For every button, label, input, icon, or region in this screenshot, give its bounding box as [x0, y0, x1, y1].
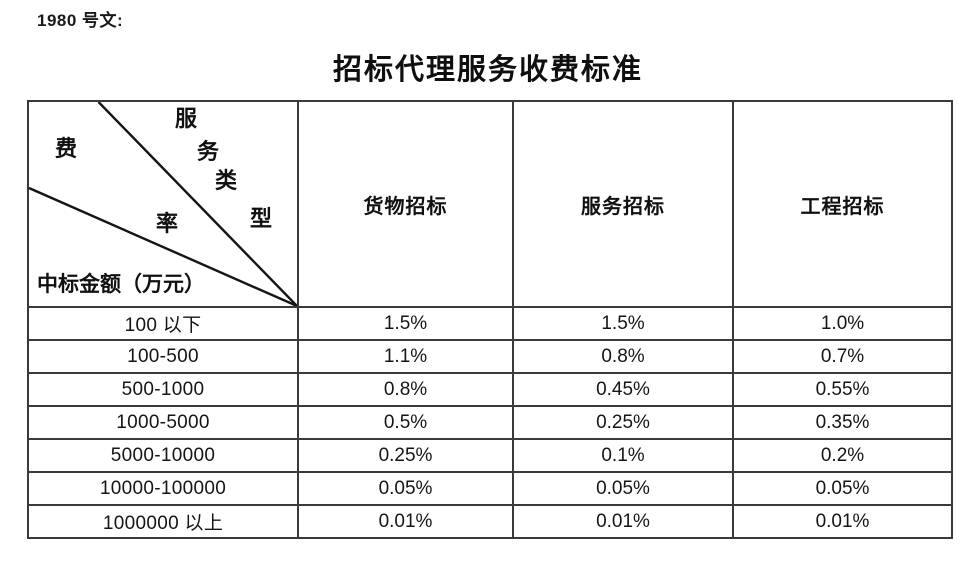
fee-value: 1.5%: [512, 306, 734, 341]
row-label: 500-1000: [27, 372, 299, 407]
fee-value: 0.7%: [732, 339, 953, 374]
fee-value: 0.2%: [732, 438, 953, 473]
fee-value: 0.05%: [512, 471, 734, 506]
row-label: 1000000 以上: [27, 504, 299, 539]
corner-char-type-3: 类: [215, 168, 238, 193]
fee-value: 0.35%: [732, 405, 953, 440]
row-label: 100 以下: [27, 306, 299, 341]
corner-cell: 服 务 类 型 费 率 中标金额（万元）: [27, 100, 299, 308]
row-label: 100-500: [27, 339, 299, 374]
column-header-services: 服务招标: [512, 100, 734, 308]
fee-value: 0.01%: [297, 504, 514, 539]
fee-value: 0.5%: [297, 405, 514, 440]
column-header-engineering: 工程招标: [732, 100, 953, 308]
row-label: 10000-100000: [27, 471, 299, 506]
fee-value: 0.8%: [512, 339, 734, 374]
row-label: 5000-10000: [27, 438, 299, 473]
corner-char-rate-2: 率: [156, 211, 179, 236]
fee-table-container: 服 务 类 型 费 率 中标金额（万元） 货物招标 服务招标 工程招标 100 …: [27, 100, 953, 539]
table-row: 100-500 1.1% 0.8% 0.7%: [27, 339, 953, 374]
table-row: 100 以下 1.5% 1.5% 1.0%: [27, 306, 953, 341]
fee-value: 0.25%: [297, 438, 514, 473]
page-title: 招标代理服务收费标准: [332, 54, 643, 86]
fee-value: 0.45%: [512, 372, 734, 407]
corner-char-type-4: 型: [250, 206, 273, 231]
table-row: 500-1000 0.8% 0.45% 0.55%: [27, 372, 953, 407]
doc-ref-label: 1980 号文:: [37, 11, 124, 30]
fee-value: 0.25%: [512, 405, 734, 440]
table-row: 1000000 以上 0.01% 0.01% 0.01%: [27, 504, 953, 539]
fee-value: 1.0%: [732, 306, 953, 341]
fee-value: 0.1%: [512, 438, 734, 473]
fee-value: 0.55%: [732, 372, 953, 407]
column-header-goods: 货物招标: [297, 100, 514, 308]
table-header-row: 服 务 类 型 费 率 中标金额（万元） 货物招标 服务招标 工程招标: [27, 100, 953, 308]
corner-amount-label: 中标金额（万元）: [37, 272, 205, 296]
diagonal-divider-lines: [30, 103, 296, 305]
table-row: 5000-10000 0.25% 0.1% 0.2%: [27, 438, 953, 473]
corner-char-type-2: 务: [197, 139, 220, 164]
fee-value: 0.01%: [732, 504, 953, 539]
fee-value: 0.05%: [297, 471, 514, 506]
fee-value: 0.01%: [512, 504, 734, 539]
fee-value: 1.5%: [297, 306, 514, 341]
fee-table: 服 务 类 型 费 率 中标金额（万元） 货物招标 服务招标 工程招标 100 …: [27, 100, 953, 539]
fee-value: 1.1%: [297, 339, 514, 374]
fee-value: 0.8%: [297, 372, 514, 407]
fee-value: 0.05%: [732, 471, 953, 506]
table-row: 10000-100000 0.05% 0.05% 0.05%: [27, 471, 953, 506]
table-row: 1000-5000 0.5% 0.25% 0.35%: [27, 405, 953, 440]
row-label: 1000-5000: [27, 405, 299, 440]
corner-char-type-1: 服: [175, 106, 198, 131]
corner-char-rate-1: 费: [55, 136, 78, 161]
